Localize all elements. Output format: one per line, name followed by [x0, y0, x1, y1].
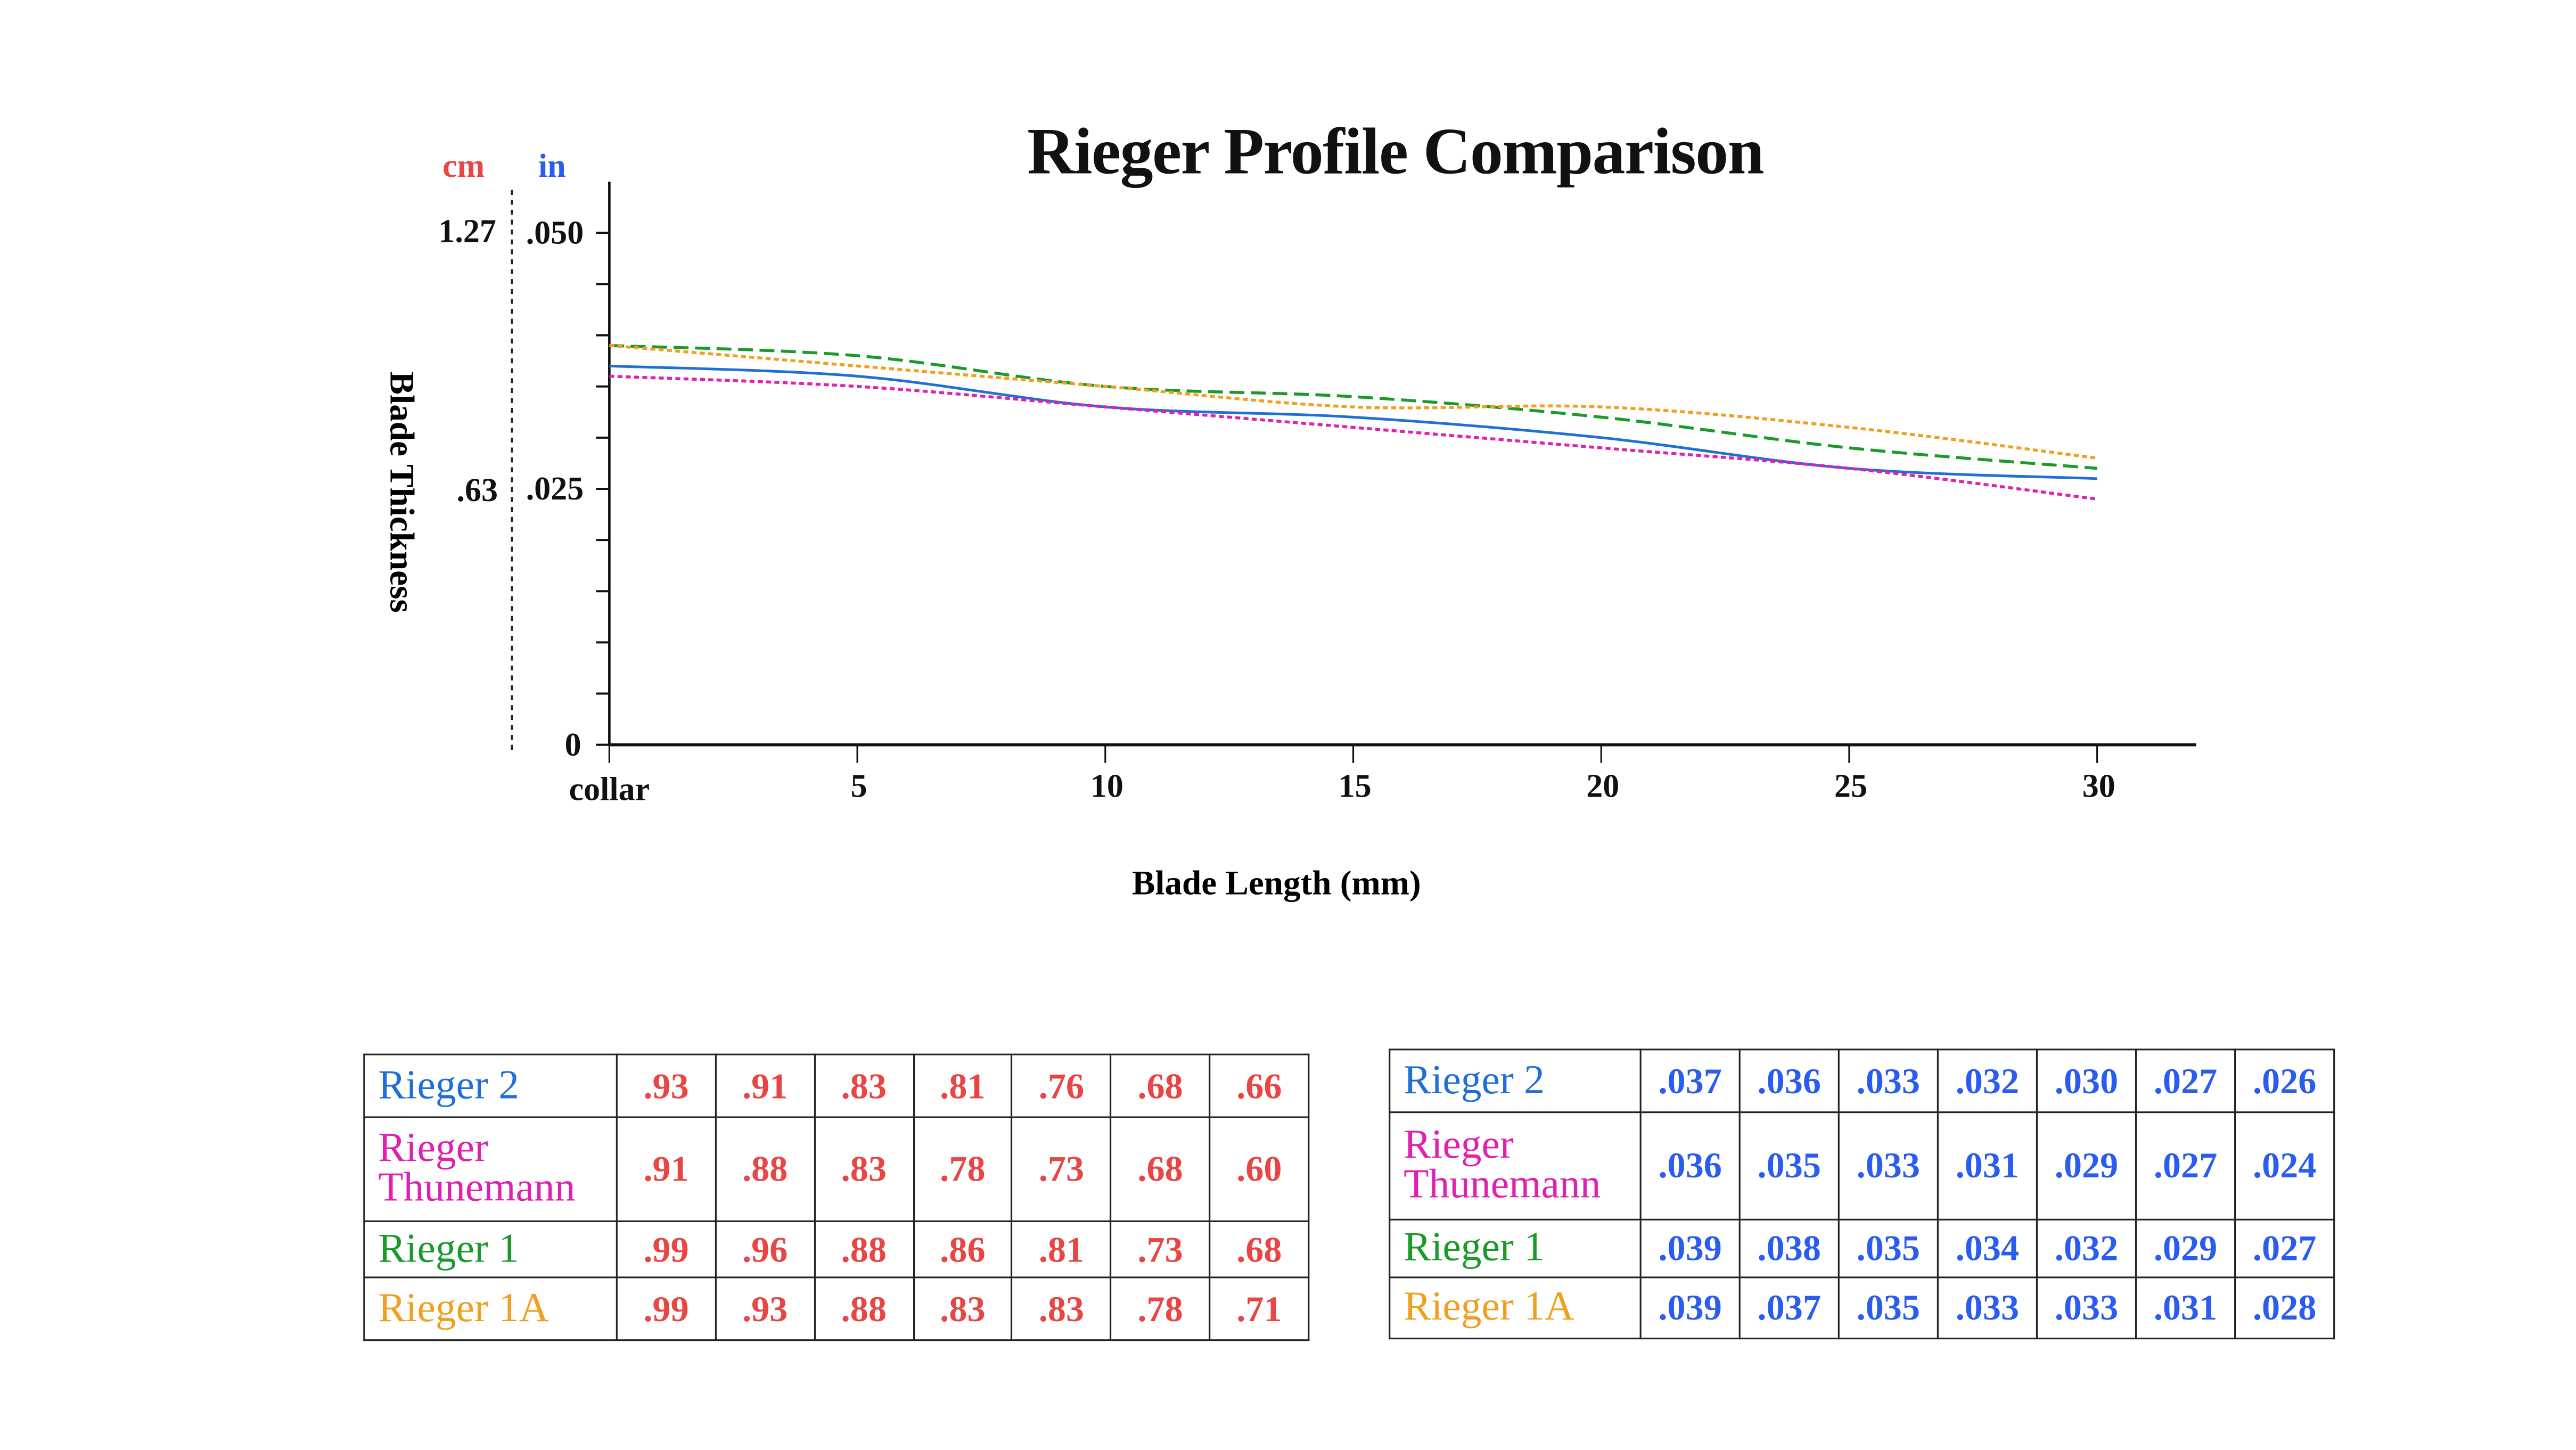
unit-label-cm: cm — [442, 149, 485, 185]
value-cell: .026 — [2234, 1048, 2335, 1113]
value-cell: .032 — [2036, 1218, 2137, 1279]
value-cell: .91 — [616, 1116, 717, 1222]
value-cell: .93 — [616, 1053, 717, 1118]
value-cell: .83 — [912, 1276, 1013, 1341]
y-tick-label-in: .050 — [526, 215, 584, 252]
table-row: Rieger 2.93.91.83.81.76.68.66 — [363, 1053, 1310, 1118]
value-cell: .033 — [1937, 1276, 2038, 1340]
value-cell: .029 — [2135, 1218, 2236, 1279]
table-row: Rieger 1.99.96.88.86.81.73.68 — [363, 1220, 1310, 1279]
value-cell: .034 — [1937, 1218, 2038, 1279]
series-label: Rieger Thunemann — [363, 1116, 618, 1222]
value-cell: .88 — [813, 1276, 914, 1341]
x-tick-label: 30 — [2082, 768, 2115, 805]
y-tick-label-cm: .63 — [456, 473, 498, 510]
value-cell: .96 — [715, 1220, 816, 1279]
value-cell: .027 — [2135, 1111, 2236, 1220]
value-cell: .038 — [1738, 1218, 1840, 1279]
x-tick-label: collar — [569, 772, 650, 809]
series-label: Rieger Thunemann — [1389, 1111, 1642, 1220]
value-cell: .81 — [912, 1053, 1013, 1118]
value-cell: .036 — [1738, 1048, 1840, 1113]
value-cell: .035 — [1837, 1276, 1939, 1340]
value-cell: .66 — [1209, 1053, 1310, 1118]
value-cell: .035 — [1738, 1111, 1840, 1220]
value-cell: .71 — [1209, 1276, 1310, 1341]
value-cell: .83 — [813, 1053, 914, 1118]
value-cell: .028 — [2234, 1276, 2335, 1340]
value-cell: .033 — [1837, 1048, 1939, 1113]
value-cell: .86 — [912, 1220, 1013, 1279]
value-cell: .73 — [1011, 1116, 1112, 1222]
value-cell: .039 — [1639, 1276, 1741, 1340]
series-line-rieger-thunemann — [609, 374, 2097, 501]
value-cell: .031 — [1937, 1111, 2038, 1220]
x-tick-label: 25 — [1834, 768, 1868, 805]
value-cell: .037 — [1639, 1048, 1741, 1113]
x-tick-label: 5 — [850, 768, 867, 805]
value-cell: .78 — [912, 1116, 1013, 1222]
x-tick-label: 15 — [1338, 768, 1372, 805]
table-cm: Rieger 2.93.91.83.81.76.68.66 Rieger Thun… — [363, 1053, 1310, 1341]
table-row: Rieger 1.039.038.035.034.032.029.027 — [1389, 1218, 2335, 1279]
table-row: Rieger 2.037.036.033.032.030.027.026 — [1389, 1048, 2335, 1113]
value-cell: .035 — [1837, 1218, 1939, 1279]
value-cell: .88 — [813, 1220, 914, 1279]
value-cell: .032 — [1937, 1048, 2038, 1113]
series-label: Rieger 1A — [1389, 1276, 1642, 1340]
series-line-rieger-1a — [609, 344, 2097, 460]
value-cell: .76 — [1011, 1053, 1112, 1118]
value-cell: .030 — [2036, 1048, 2137, 1113]
value-cell: .037 — [1738, 1276, 1840, 1340]
x-tick-label: 10 — [1090, 768, 1123, 805]
value-cell: .73 — [1110, 1220, 1211, 1279]
unit-label-in: in — [538, 149, 566, 185]
value-cell: .60 — [1209, 1116, 1310, 1222]
table-row: Rieger 1A .039.037.035.033.033.031.028 — [1389, 1276, 2335, 1340]
value-cell: .88 — [715, 1116, 816, 1222]
value-cell: .036 — [1639, 1111, 1741, 1220]
value-cell: .68 — [1110, 1116, 1211, 1222]
y-axis-title: Blade Thickness — [382, 371, 422, 613]
series-label: Rieger 1 — [1389, 1218, 1642, 1279]
value-cell: .83 — [1011, 1276, 1112, 1341]
table-row: Rieger 1A .99.93.88.83.83.78.71 — [363, 1276, 1310, 1341]
value-cell: .68 — [1209, 1220, 1310, 1279]
table-row: Rieger Thunemann .036.035.033.031.029.027… — [1389, 1111, 2335, 1220]
value-cell: .033 — [2036, 1276, 2137, 1340]
chart-title: Rieger Profile Comparison — [1027, 113, 1765, 189]
value-cell: .027 — [2135, 1048, 2236, 1113]
value-cell: .93 — [715, 1276, 816, 1341]
value-cell: .68 — [1110, 1053, 1211, 1118]
value-cell: .039 — [1639, 1218, 1741, 1279]
series-line-rieger-2 — [609, 364, 2097, 480]
value-cell: .029 — [2036, 1111, 2137, 1220]
series-label: Rieger 1A — [363, 1276, 618, 1341]
value-cell: .027 — [2234, 1218, 2335, 1279]
series-label: Rieger 2 — [363, 1053, 618, 1118]
value-cell: .83 — [813, 1116, 914, 1222]
y-tick-label-in: .025 — [526, 471, 584, 508]
y-tick-label-in: 0 — [564, 727, 581, 764]
x-tick-label: 20 — [1586, 768, 1620, 805]
value-cell: .033 — [1837, 1111, 1939, 1220]
x-axis-title: Blade Length (mm) — [1131, 863, 1421, 903]
value-cell: .99 — [616, 1276, 717, 1341]
series-label: Rieger 1 — [363, 1220, 618, 1279]
series-label: Rieger 2 — [1389, 1048, 1642, 1113]
y-tick-label-cm: 1.27 — [438, 214, 496, 250]
series-line-rieger-1 — [609, 344, 2097, 470]
table-in: Rieger 2.037.036.033.032.030.027.026 Rieg… — [1389, 1048, 2335, 1340]
value-cell: .024 — [2234, 1111, 2335, 1220]
value-cell: .031 — [2135, 1276, 2236, 1340]
value-cell: .78 — [1110, 1276, 1211, 1341]
value-cell: .81 — [1011, 1220, 1112, 1279]
table-row: Rieger Thunemann .91.88.83.78.73.68.60 — [363, 1116, 1310, 1222]
value-cell: .99 — [616, 1220, 717, 1279]
value-cell: .91 — [715, 1053, 816, 1118]
